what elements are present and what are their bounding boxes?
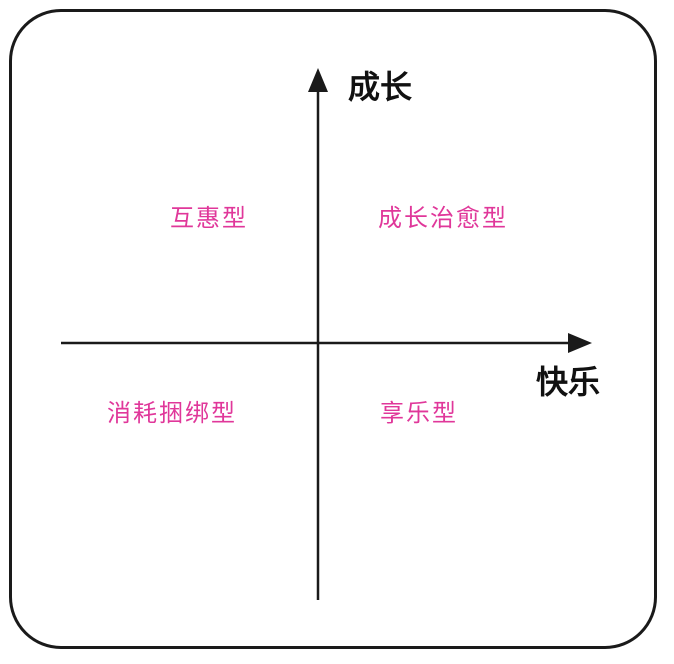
diagram-frame: [9, 9, 657, 649]
y-axis-label: 成长: [348, 68, 413, 106]
x-axis-arrow: [568, 333, 592, 353]
x-axis-label: 快乐: [536, 363, 601, 401]
quadrant-top-right-label: 成长治愈型: [378, 204, 508, 232]
quadrant-top-left-label: 互惠型: [170, 204, 248, 232]
quadrant-bottom-left-label: 消耗捆绑型: [107, 399, 237, 427]
quadrant-bottom-right-label: 享乐型: [380, 399, 458, 427]
y-axis-arrow: [308, 68, 328, 92]
